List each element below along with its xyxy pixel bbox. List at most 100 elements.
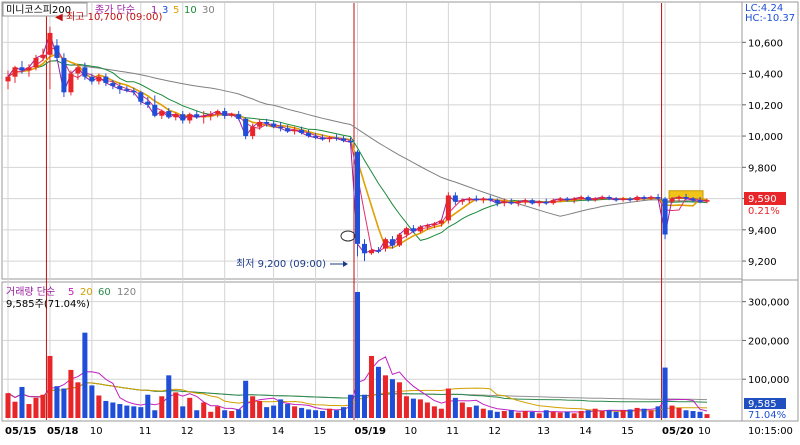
volume-bar-98 bbox=[690, 411, 696, 418]
volume-bar-88 bbox=[620, 410, 626, 418]
candle-46 bbox=[327, 137, 333, 140]
volume-bar-78 bbox=[550, 411, 556, 418]
volume-bar-62 bbox=[438, 408, 444, 418]
candle-53 bbox=[375, 250, 381, 252]
time-tick-label-10: 11 bbox=[446, 426, 459, 437]
volume-bar-28 bbox=[201, 402, 207, 418]
candle-14 bbox=[103, 76, 109, 83]
candle-91 bbox=[641, 197, 647, 199]
lc-label: LC:4.24 bbox=[745, 3, 783, 14]
volume-sub-label: 9,585주(71.04%) bbox=[6, 299, 90, 310]
candlestick-series[interactable] bbox=[5, 26, 710, 262]
candle-31 bbox=[222, 111, 228, 116]
candle-19 bbox=[138, 92, 144, 102]
volume-bar-64 bbox=[452, 397, 458, 418]
candle-72 bbox=[508, 201, 514, 204]
volume-bar-23 bbox=[166, 375, 172, 418]
volume-bar-13 bbox=[96, 395, 102, 418]
candle-40 bbox=[285, 128, 291, 132]
volume-axis: 300,000 200,000 100,000 bbox=[742, 298, 789, 386]
volume-tick-label-0: 300,000 bbox=[748, 298, 789, 309]
price-tick-label-6: 9,400 bbox=[748, 226, 777, 237]
candle-41 bbox=[292, 129, 298, 132]
volume-bar-99 bbox=[697, 411, 703, 418]
volume-bar-54 bbox=[382, 375, 388, 418]
volume-bar-75 bbox=[529, 411, 535, 418]
volume-bar-79 bbox=[557, 412, 563, 418]
volume-bar-95 bbox=[669, 405, 675, 418]
volume-bar-86 bbox=[606, 410, 612, 418]
volume-bars[interactable] bbox=[5, 291, 710, 418]
volume-bar-81 bbox=[571, 413, 577, 418]
candle-3 bbox=[26, 67, 32, 71]
ma-period-30: 30 bbox=[202, 5, 215, 16]
volume-bar-37 bbox=[264, 407, 270, 418]
candle-35 bbox=[250, 126, 256, 137]
candle-33 bbox=[236, 114, 242, 119]
candle-76 bbox=[536, 201, 542, 204]
low-arrowhead-icon bbox=[343, 261, 348, 267]
volume-bar-8 bbox=[61, 388, 67, 418]
candle-54 bbox=[382, 239, 388, 249]
high-annotation: 최고 10,700 (09:00) bbox=[66, 11, 162, 23]
current-volume-badge bbox=[744, 398, 786, 409]
time-label: 10:15:00 bbox=[748, 426, 793, 437]
volume-bar-90 bbox=[634, 407, 640, 418]
volume-bar-89 bbox=[627, 409, 633, 418]
current-price-badge bbox=[744, 192, 786, 205]
low-annotation: 최저 9,200 (09:00) bbox=[236, 258, 326, 270]
current-price-label: 9,590 bbox=[748, 194, 777, 205]
volume-legend-label: 거래량 단순 bbox=[6, 286, 55, 298]
volume-bar-22 bbox=[159, 396, 165, 418]
price-axis: 10,60010,40010,20010,0009,8009,6009,4009… bbox=[742, 38, 783, 268]
ma-period-10: 10 bbox=[184, 5, 197, 16]
volume-bar-83 bbox=[585, 410, 591, 418]
volume-bar-73 bbox=[515, 412, 521, 418]
high-arrow-icon: ◀ bbox=[55, 12, 63, 23]
time-tick-label-16: 10 bbox=[698, 426, 711, 437]
candle-15 bbox=[110, 82, 116, 87]
volume-bar-77 bbox=[543, 410, 549, 418]
right-axis-frame bbox=[741, 1, 799, 422]
volume-bar-93 bbox=[655, 406, 661, 418]
time-tick-label-12: 13 bbox=[537, 426, 550, 437]
time-axis: 05/15 05/18 10 11 12 13 14 15 05/19 10 11 12 13 14 15 0… bbox=[5, 426, 711, 437]
volume-bar-14 bbox=[103, 400, 109, 418]
volume-bar-71 bbox=[501, 411, 507, 418]
candle-64 bbox=[452, 195, 458, 202]
candle-80 bbox=[564, 198, 570, 201]
candle-12 bbox=[89, 76, 95, 82]
time-tick-label-8: 05/19 bbox=[355, 426, 387, 437]
candle-47 bbox=[334, 137, 340, 139]
volume-bar-31 bbox=[222, 410, 228, 418]
volume-bar-59 bbox=[417, 399, 423, 418]
candle-27 bbox=[194, 114, 200, 118]
candle-7 bbox=[54, 45, 60, 58]
instrument-title-box[interactable] bbox=[2, 2, 88, 17]
ma-line-30 bbox=[7, 60, 708, 217]
volume-bar-36 bbox=[257, 400, 263, 418]
price-tick-label-1: 10,400 bbox=[748, 70, 783, 81]
volume-bar-92 bbox=[648, 410, 654, 418]
candle-65 bbox=[459, 200, 465, 202]
volume-bar-19 bbox=[138, 407, 144, 418]
candle-93 bbox=[655, 197, 661, 199]
volume-bar-82 bbox=[578, 411, 584, 418]
time-tick-label-4: 12 bbox=[181, 426, 194, 437]
candle-29 bbox=[208, 114, 214, 116]
volume-bar-4 bbox=[33, 397, 39, 418]
candle-44 bbox=[313, 136, 319, 138]
volume-bar-51 bbox=[361, 394, 368, 418]
volume-bar-21 bbox=[152, 410, 158, 418]
volume-bar-72 bbox=[508, 410, 514, 418]
candle-45 bbox=[320, 137, 326, 140]
volume-bar-97 bbox=[683, 410, 689, 418]
price-tick-label-0: 10,600 bbox=[748, 38, 783, 49]
time-tick-label-0: 05/15 bbox=[5, 426, 37, 437]
price-legend-label: 종가 단순 bbox=[95, 4, 135, 16]
candle-8 bbox=[61, 57, 67, 93]
ma-period-5: 5 bbox=[173, 5, 179, 16]
volume-bar-5 bbox=[40, 394, 46, 418]
